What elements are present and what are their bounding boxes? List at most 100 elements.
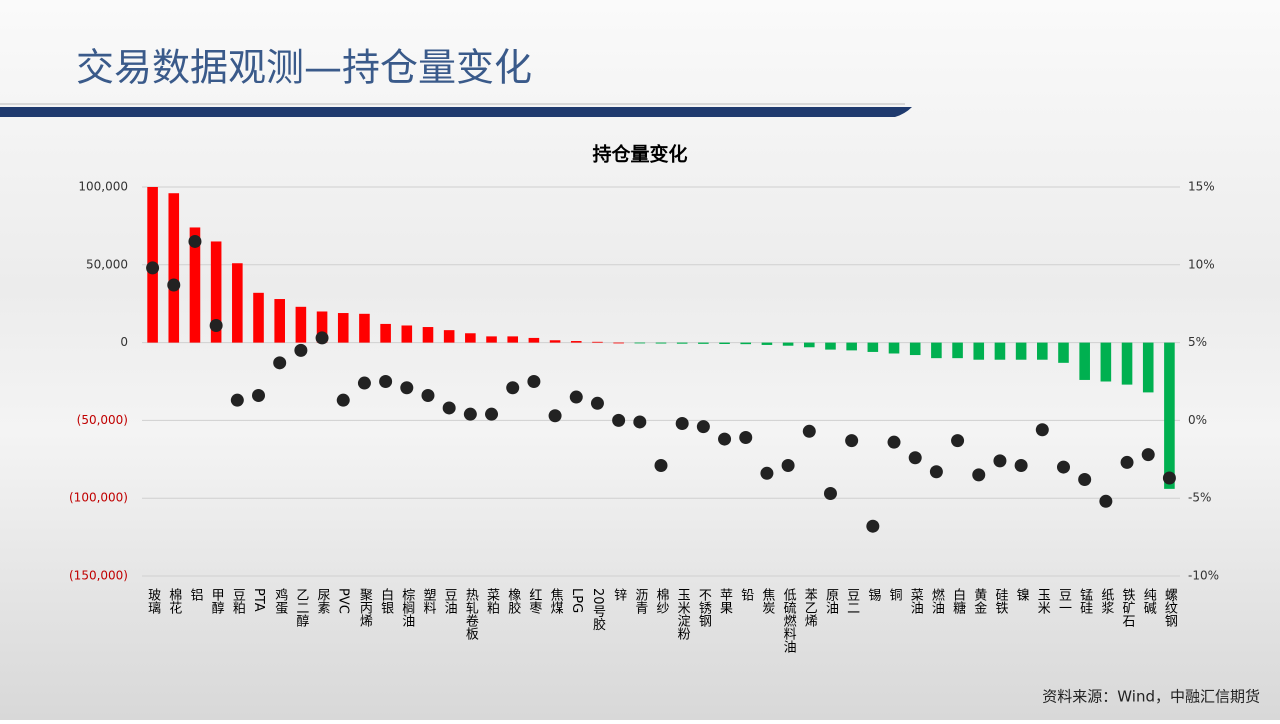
dot [442,401,456,415]
bar [888,342,900,354]
x-tick-label: 锡 [865,588,881,601]
bar [994,342,1006,360]
dot [612,413,626,427]
dot [739,431,753,445]
y-tick-label: (150,000) [69,569,128,583]
x-tick-label: 铜 [887,588,903,601]
dot [1078,473,1092,487]
x-tick-label: 纯碱 [1141,588,1157,614]
y2-tick-label: -5% [1188,491,1211,505]
bar [528,337,540,343]
x-tick-label: PTA [251,588,266,612]
dot [357,376,371,390]
dot [506,381,520,395]
bar [634,342,646,344]
bar [1037,342,1048,360]
x-tick-label: 焦炭 [759,588,775,615]
x-tick-label: 低硫燃料油 [781,588,797,653]
x-tick-label: 塑料 [420,588,436,614]
bar [232,263,243,343]
bar [761,342,773,345]
x-tick-label: 焦煤 [548,588,564,614]
bar [1142,342,1154,393]
dot [336,393,350,407]
bar [740,342,752,345]
y-tick-label: (100,000) [69,491,128,505]
dot [1056,460,1070,474]
bar [465,333,476,343]
x-tick-label: 豆粕 [230,588,246,614]
dot [590,396,604,410]
bar [1100,342,1112,382]
dot [421,389,435,403]
dot [696,420,710,434]
dot [908,451,922,465]
dot [273,356,287,370]
x-tick-label: 玉米淀粉 [675,588,691,640]
x-tick-label: 铝 [187,588,203,601]
bar [168,193,180,343]
bar [401,325,413,343]
x-tick-label: 镍 [1014,588,1030,601]
bar [676,342,688,344]
bar [274,299,285,343]
dot [379,375,393,388]
bar [846,342,857,351]
dot [1035,423,1049,437]
dot [633,415,647,429]
bar [931,342,942,359]
title-band [0,107,912,117]
x-tick-label: 棉纱 [654,588,670,614]
bar [380,323,391,343]
bar [507,336,519,343]
y2-tick-label: -10% [1188,569,1219,583]
x-tick-label: 铁矿石 [1120,588,1136,627]
dot [951,434,965,448]
bar [570,341,582,343]
dot [294,343,308,357]
x-tick-label: 甲醇 [209,588,225,614]
bar [952,342,963,359]
dot [781,459,795,473]
x-tick-label: 玉米 [1035,588,1051,614]
x-tick-label: 锌 [611,588,627,601]
x-tick-label: 棕榈油 [399,588,415,627]
bar [1058,342,1069,363]
dot [1014,459,1028,473]
x-tick-label: 菜油 [908,588,924,614]
dot [146,261,160,275]
x-tick-label: 热轧卷板 [463,588,479,641]
bar [613,342,624,344]
dot [929,465,943,479]
x-tick-label: 苯乙烯 [802,588,818,627]
dot [675,417,689,431]
y-tick-label: (50,000) [77,413,128,427]
bar [422,327,434,343]
source-note: 资料来源：Wind，中融汇信期货 [1042,688,1260,706]
x-tick-label: 乙二醇 [293,588,309,627]
bar [1121,342,1133,385]
bar [486,336,497,343]
dot [802,424,816,438]
bar [337,313,349,343]
x-tick-label: 菜粕 [484,588,500,614]
x-tick-label: 鸡蛋 [272,587,288,615]
x-tick-label: 螺纹钢 [1162,588,1178,628]
dot [1162,471,1176,485]
bar [803,342,815,348]
chart-title: 持仓量变化 [592,143,687,166]
dot [1099,494,1113,508]
dot [230,393,244,407]
dot [654,459,668,473]
bar [359,313,370,343]
dot [527,375,541,388]
x-tick-label: 玻璃 [145,588,161,614]
dot [718,432,732,446]
x-tick-label: 黄金 [971,588,987,614]
x-tick-label: 橡胶 [505,588,521,615]
bar [973,342,985,360]
bar [295,306,307,343]
dot [760,466,774,480]
dot [1141,448,1155,462]
